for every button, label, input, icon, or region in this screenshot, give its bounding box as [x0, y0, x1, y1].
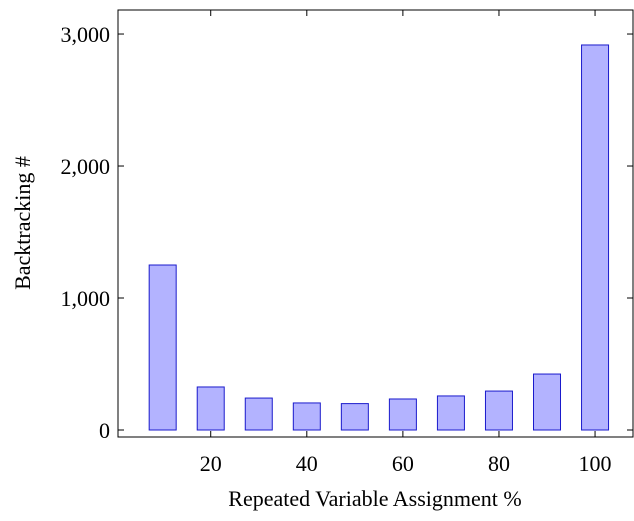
- x-tick-label: 60: [392, 451, 414, 476]
- y-tick-label: 2,000: [61, 154, 111, 179]
- x-tick-label: 100: [579, 451, 612, 476]
- bar: [196, 386, 225, 431]
- y-tick-label: 3,000: [61, 22, 111, 47]
- bar: [292, 402, 321, 431]
- bar: [244, 397, 273, 431]
- y-axis-label: Backtracking #: [10, 156, 35, 290]
- x-axis-label: Repeated Variable Assignment %: [228, 486, 521, 511]
- x-tick-label: 80: [488, 451, 510, 476]
- bar: [388, 398, 417, 431]
- bar: [533, 373, 562, 431]
- bar: [340, 403, 369, 431]
- bar: [436, 395, 465, 431]
- x-tick-label: 40: [296, 451, 318, 476]
- y-tick-label: 0: [99, 418, 110, 443]
- plot-frame: [117, 9, 634, 438]
- x-tick-label: 20: [200, 451, 222, 476]
- y-tick-label: 1,000: [61, 286, 111, 311]
- bar: [581, 44, 610, 431]
- bar: [148, 264, 177, 431]
- bar: [484, 390, 513, 431]
